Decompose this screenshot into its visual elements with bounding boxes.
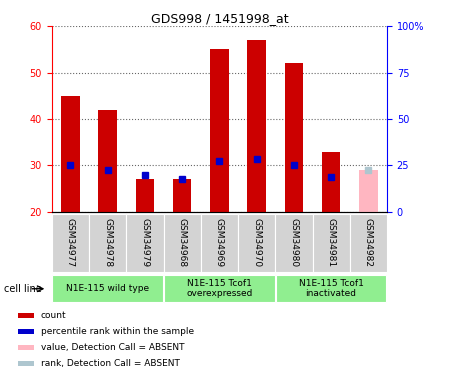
Text: GSM34979: GSM34979 [140,218,149,267]
Bar [322,152,341,212]
Bar [98,110,117,212]
Bar [238,214,275,272]
Bar [276,275,386,302]
Bar [248,40,266,212]
Text: GSM34970: GSM34970 [252,218,261,267]
Bar [359,170,378,212]
Text: GSM34969: GSM34969 [215,218,224,267]
Text: count: count [41,311,67,320]
Text: N1E-115 wild type: N1E-115 wild type [66,284,149,293]
Bar [173,179,191,212]
Bar [18,313,34,318]
Text: N1E-115 Tcof1
inactivated: N1E-115 Tcof1 inactivated [299,279,364,298]
Bar [163,214,201,272]
Bar [53,275,163,302]
Bar [89,214,126,272]
Text: value, Detection Call = ABSENT: value, Detection Call = ABSENT [41,343,184,352]
Bar [135,179,154,212]
Text: rank, Detection Call = ABSENT: rank, Detection Call = ABSENT [41,359,180,368]
Text: GSM34980: GSM34980 [289,218,298,267]
Bar [61,96,80,212]
Text: GSM34977: GSM34977 [66,218,75,267]
Text: percentile rank within the sample: percentile rank within the sample [41,327,194,336]
Bar [164,275,274,302]
Text: N1E-115 Tcof1
overexpressed: N1E-115 Tcof1 overexpressed [186,279,252,298]
Bar [201,214,238,272]
Bar [210,50,229,212]
Text: GSM34982: GSM34982 [364,218,373,267]
Bar [126,214,163,272]
Bar [18,361,34,366]
Bar [275,214,312,272]
Bar [52,214,89,272]
Bar [312,214,350,272]
Text: cell line: cell line [4,284,42,294]
Bar [18,345,34,350]
Text: GSM34968: GSM34968 [178,218,187,267]
Bar [350,214,387,272]
Title: GDS998 / 1451998_at: GDS998 / 1451998_at [151,12,288,25]
Bar [18,329,34,334]
Bar [284,63,303,212]
Text: GSM34981: GSM34981 [327,218,336,267]
Text: GSM34978: GSM34978 [103,218,112,267]
